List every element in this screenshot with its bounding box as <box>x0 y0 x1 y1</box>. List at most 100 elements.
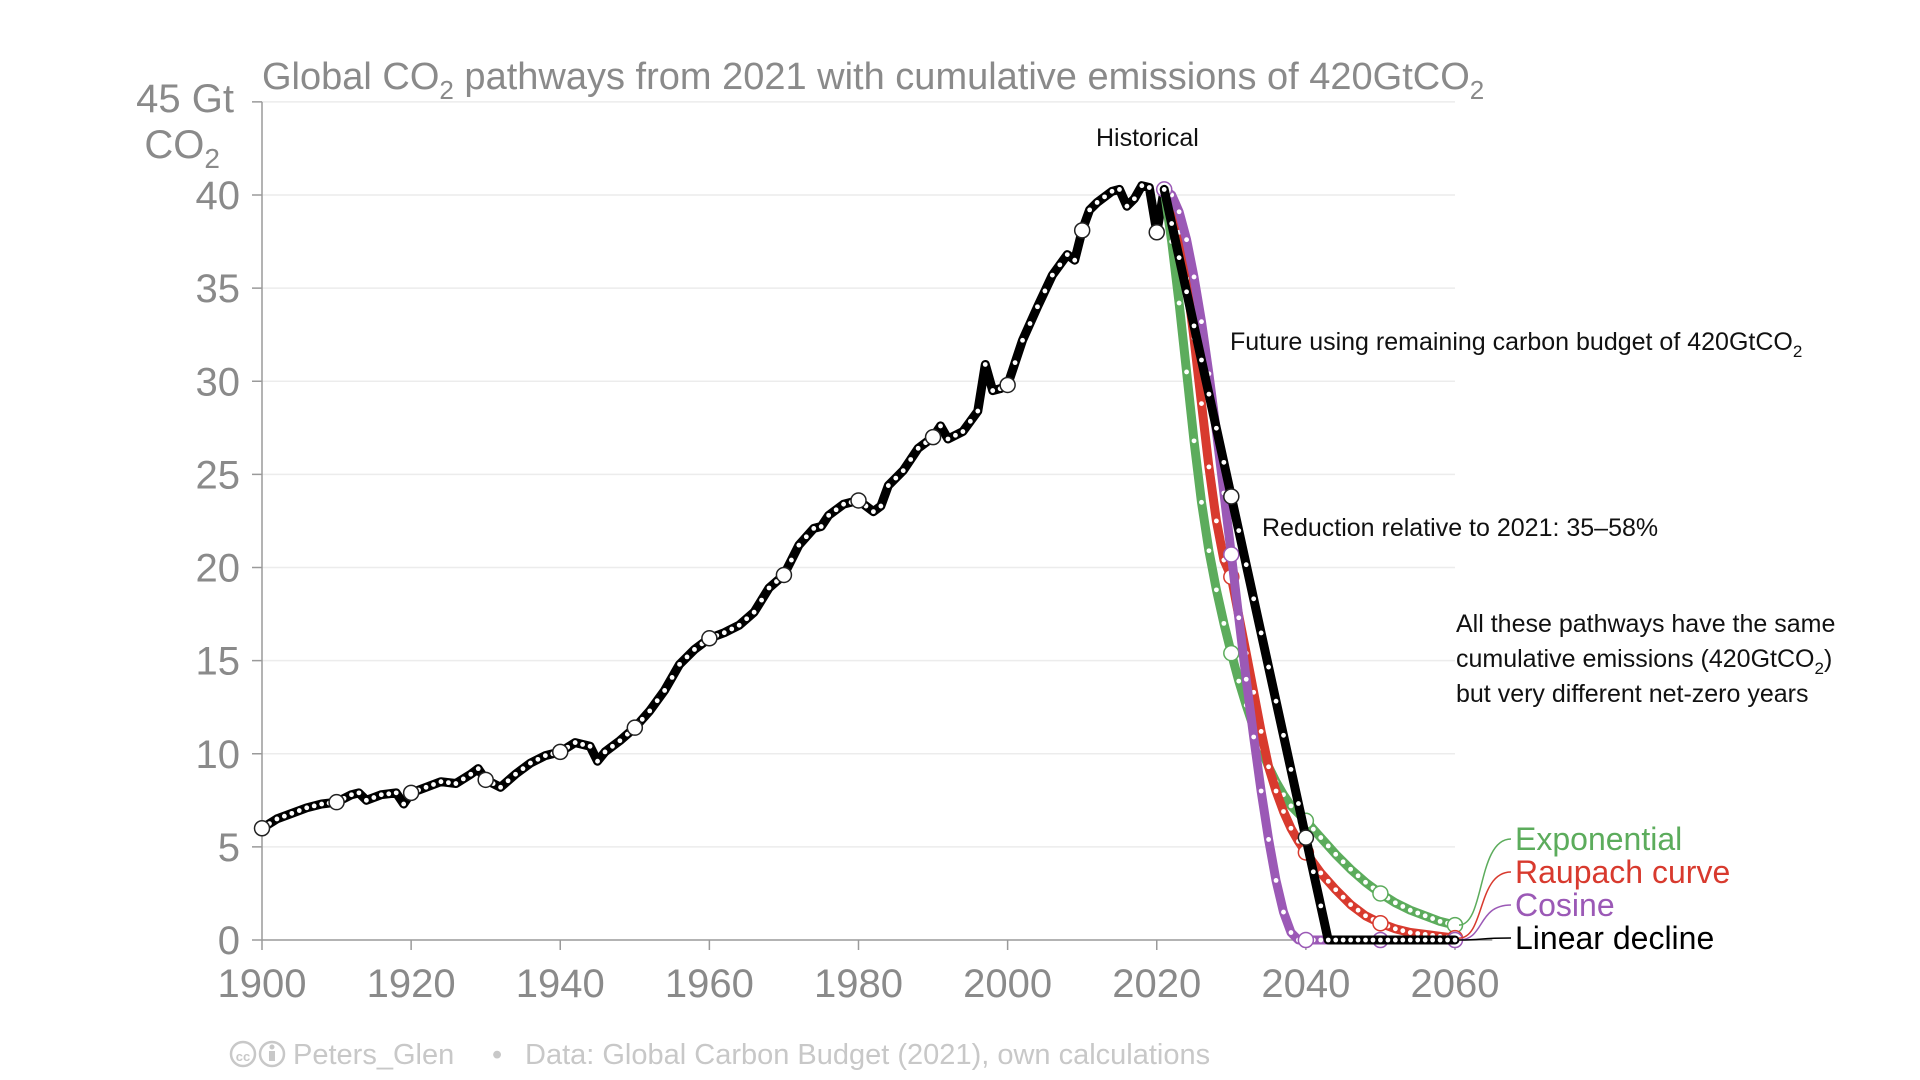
series-marker-historical <box>626 719 644 736</box>
series-line-historical <box>257 181 1169 833</box>
series-point-raupach-curve <box>1281 809 1286 814</box>
y-tick-label-0: 0 <box>218 919 240 963</box>
series-point-historical <box>468 771 474 777</box>
legend-leader-exponential <box>1458 838 1512 926</box>
legend-item-raupach-curve: Raupach curve <box>1458 854 1730 939</box>
series-point-historical <box>639 716 645 722</box>
series-point-historical <box>953 432 958 438</box>
series-historical <box>253 181 1169 837</box>
series-point-historical <box>1124 203 1130 209</box>
series-point-historical <box>967 418 973 424</box>
series-point-historical <box>1035 304 1040 310</box>
series-marker-exponential <box>1372 885 1389 902</box>
series-linear-decline <box>1159 184 1460 945</box>
gridlines <box>262 101 1455 848</box>
series-marker-historical <box>850 492 867 509</box>
series-point-exponential <box>1184 369 1189 375</box>
series-point-historical <box>438 779 444 785</box>
series-point-cosine <box>1266 837 1271 842</box>
footer: cc Peters_Glen • Data: Global Carbon Bud… <box>229 1039 1210 1071</box>
series-point-linear-decline <box>1310 869 1316 875</box>
annotation-note-line2: cumulative emissions (420GtCO2) <box>1456 645 1832 678</box>
x-tick-label-2060: 2060 <box>1411 962 1500 1006</box>
series-point-historical <box>535 756 541 762</box>
series-point-historical <box>788 557 794 563</box>
x-tick-label-1940: 1940 <box>516 962 605 1006</box>
series-point-historical <box>453 781 459 786</box>
x-tick-label-1980: 1980 <box>814 962 903 1006</box>
series-point-exponential <box>1214 587 1219 593</box>
series-point-historical <box>401 801 407 807</box>
series-point-historical <box>610 743 615 749</box>
series-point-historical <box>1139 183 1145 189</box>
series-point-historical <box>729 626 735 632</box>
series-marker-historical <box>477 771 494 789</box>
series-point-exponential <box>1400 904 1406 909</box>
series-point-linear-decline <box>1191 323 1197 329</box>
series-marker-raupach-curve <box>1372 914 1389 932</box>
series-point-exponential <box>1288 803 1294 809</box>
series-point-cosine <box>1176 209 1182 215</box>
series-point-exponential <box>1236 678 1242 684</box>
series-point-historical <box>446 780 451 786</box>
series-point-cosine <box>1191 274 1197 280</box>
series-point-historical <box>1109 188 1115 194</box>
series-point-historical <box>1042 288 1048 294</box>
series-point-historical <box>580 742 586 747</box>
series-point-cosine <box>1258 788 1264 794</box>
series-point-linear-decline <box>1392 937 1398 943</box>
series-point-historical <box>677 661 682 667</box>
series-marker-cosine <box>1297 931 1315 949</box>
series-point-historical <box>833 507 839 513</box>
series-point-historical <box>393 790 399 796</box>
series-point-exponential <box>1355 873 1361 879</box>
series-point-linear-decline <box>1266 664 1271 670</box>
x-tick-label-1900: 1900 <box>218 962 307 1006</box>
series-point-historical <box>505 778 511 784</box>
series-exponential <box>1159 184 1464 934</box>
chart-title: Global CO2 pathways from 2021 with cumul… <box>262 56 1484 105</box>
series-point-historical <box>363 797 369 803</box>
series-point-linear-decline <box>1236 528 1242 533</box>
series-point-raupach-curve <box>1199 401 1204 406</box>
series-point-historical <box>1102 194 1107 200</box>
series-point-cosine <box>1243 676 1249 682</box>
series-point-historical <box>349 792 354 798</box>
series-point-historical <box>602 749 608 755</box>
series-point-historical <box>871 509 876 515</box>
series-point-linear-decline <box>1400 937 1406 943</box>
series-point-historical <box>1146 185 1152 190</box>
series-point-linear-decline <box>1355 937 1361 943</box>
series-point-linear-decline <box>1445 937 1450 943</box>
series-point-historical <box>1027 321 1033 326</box>
series-point-exponential <box>1340 859 1346 865</box>
footer-separator: • <box>492 1039 502 1071</box>
legend-label-raupach-curve: Raupach curve <box>1515 854 1730 890</box>
series-point-historical <box>311 803 317 809</box>
series-point-cosine <box>1273 878 1279 883</box>
series-point-historical <box>818 524 824 529</box>
series-marker-historical <box>999 376 1016 394</box>
series-marker-historical <box>552 743 569 761</box>
series-point-historical <box>319 801 325 807</box>
series-point-exponential <box>1318 835 1324 840</box>
legend-item-exponential: Exponential <box>1458 821 1682 926</box>
series-point-exponential <box>1221 620 1227 626</box>
y-axis-unit-label: 45 Gt <box>136 77 234 121</box>
series-point-exponential <box>1348 866 1354 872</box>
series-point-linear-decline <box>1221 459 1227 465</box>
series-point-historical <box>736 622 742 628</box>
x-tick-label-1920: 1920 <box>367 962 456 1006</box>
y-tick-label-5: 5 <box>218 826 240 870</box>
series-point-exponential <box>1325 843 1331 849</box>
y-tick-label-30: 30 <box>196 360 241 404</box>
x-tick-label-2020: 2020 <box>1112 962 1201 1006</box>
series-point-historical <box>371 795 377 800</box>
series-point-linear-decline <box>1184 289 1189 295</box>
annotation-future: Future using remaining carbon budget of … <box>1230 328 1802 361</box>
series-point-historical <box>669 674 675 680</box>
series-point-historical <box>982 362 988 367</box>
axes: 0 5 10 15 20 25 30 35 40 1900 1920 1940 1960 1980 2000… <box>196 101 1500 1006</box>
series-point-linear-decline <box>1258 630 1264 636</box>
